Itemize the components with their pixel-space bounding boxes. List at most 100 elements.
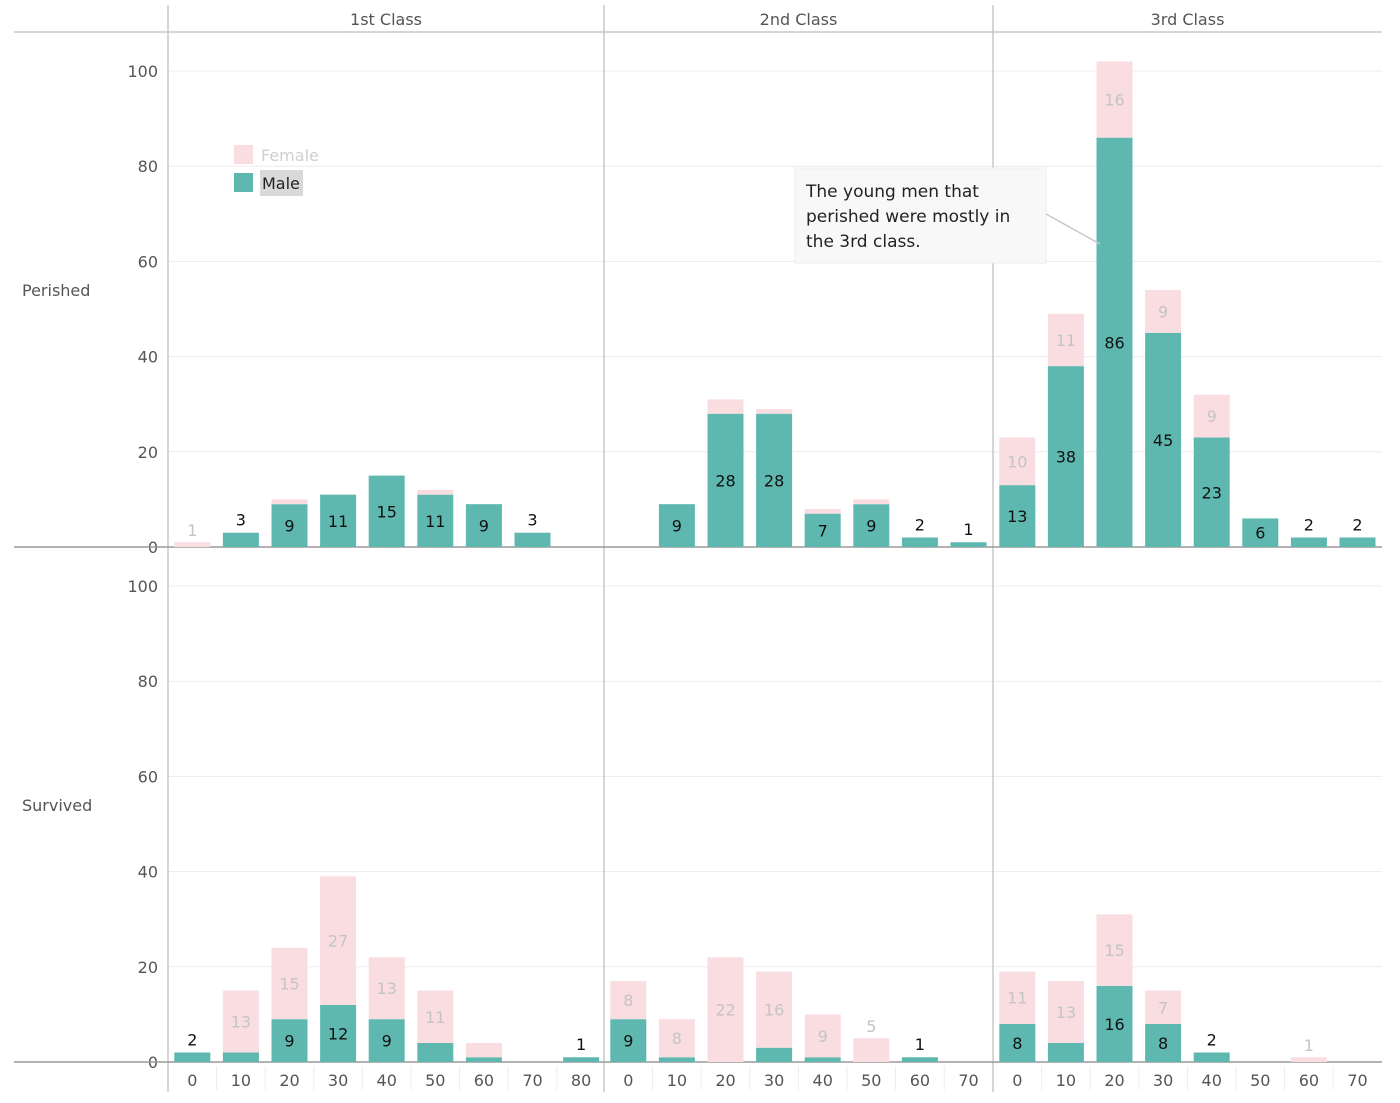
data-label-female: 11	[425, 1008, 445, 1027]
data-label-female: 22	[715, 1001, 735, 1020]
bar-female	[756, 408, 793, 414]
data-label-male: 9	[479, 517, 489, 536]
bar-male	[756, 413, 793, 547]
legend: Female Male	[234, 145, 319, 196]
data-label-female: 13	[231, 1013, 251, 1032]
bar-male	[368, 1019, 405, 1062]
x-tick-label: 70	[522, 1071, 542, 1090]
y-tick-label: 80	[138, 672, 158, 691]
data-label-female: 16	[1104, 91, 1124, 110]
x-tick-label: 70	[958, 1071, 978, 1090]
data-label-female: 9	[818, 1027, 828, 1046]
data-label-male: 23	[1202, 483, 1222, 502]
data-label-male: 8	[1012, 1034, 1022, 1053]
data-label-male: 6	[1255, 524, 1265, 543]
bar-male	[222, 532, 259, 547]
data-label-male: 1	[576, 1035, 586, 1054]
bar-female	[1047, 313, 1084, 367]
bar-male	[465, 504, 502, 547]
data-label-male: 45	[1153, 431, 1173, 450]
bar-male	[320, 1004, 357, 1062]
x-tick-label: 40	[377, 1071, 397, 1090]
x-tick-label: 20	[279, 1071, 299, 1090]
bar-male	[804, 513, 841, 547]
y-tick-label: 60	[138, 767, 158, 786]
bar-male	[1339, 537, 1376, 547]
data-label-male: 2	[915, 515, 925, 534]
annotation-pointer	[1045, 213, 1101, 245]
bar-female	[222, 990, 259, 1053]
x-tick-label: 0	[187, 1071, 197, 1090]
x-tick-label: 60	[474, 1071, 494, 1090]
data-label-male: 9	[284, 517, 294, 536]
data-label-female: 11	[1056, 331, 1076, 350]
data-label-female: 8	[623, 991, 633, 1010]
data-label-female: 9	[1207, 407, 1217, 426]
bar-female	[174, 542, 211, 547]
y-tick-label: 20	[138, 958, 158, 977]
data-label-female: 9	[1158, 302, 1168, 321]
bar-male	[901, 537, 938, 547]
legend-highlight	[260, 170, 303, 196]
bar-male	[222, 1052, 259, 1062]
data-label-male: 86	[1104, 333, 1124, 352]
x-tick-label: 10	[667, 1071, 687, 1090]
data-label-female: 10	[1007, 452, 1027, 471]
legend-label-male: Male	[262, 174, 300, 193]
bar-male	[1096, 137, 1133, 547]
bar-male	[417, 494, 454, 547]
data-label-female: 13	[377, 979, 397, 998]
bar-female	[756, 971, 793, 1048]
bar-male	[563, 1057, 600, 1062]
bar-female	[320, 876, 357, 1005]
column-header: 3rd Class	[1151, 10, 1225, 29]
bar-male	[853, 504, 890, 547]
data-label-female: 1	[187, 521, 197, 540]
legend-swatch-female	[234, 145, 253, 164]
y-tick-label: 40	[138, 348, 158, 367]
data-label-female: 5	[866, 1017, 876, 1036]
bar-male	[1290, 537, 1327, 547]
data-label-male: 9	[623, 1032, 633, 1051]
x-tick-label: 10	[1056, 1071, 1076, 1090]
bar-female	[1145, 289, 1182, 333]
row-label: Perished	[22, 281, 90, 300]
bar-male	[610, 1019, 647, 1062]
row-label: Survived	[22, 796, 92, 815]
data-label-male: 9	[382, 1032, 392, 1051]
y-tick-label: 40	[138, 863, 158, 882]
bar-male	[999, 1023, 1036, 1062]
y-tick-label: 100	[127, 577, 158, 596]
bar-male	[1193, 437, 1230, 547]
bar-female	[707, 399, 744, 414]
bar-female	[610, 981, 647, 1020]
bar-male	[1145, 1023, 1182, 1062]
data-label-male: 2	[187, 1030, 197, 1049]
x-tick-label: 30	[764, 1071, 784, 1090]
data-label-male: 16	[1104, 1015, 1124, 1034]
bar-female	[707, 957, 744, 1062]
data-label-male: 11	[328, 512, 348, 531]
bar-female	[417, 990, 454, 1043]
data-label-male: 15	[377, 502, 397, 521]
data-label-male: 13	[1007, 507, 1027, 526]
bar-female	[999, 437, 1036, 486]
bar-male	[271, 1019, 308, 1062]
bar-male	[950, 542, 987, 547]
bar-female	[1096, 61, 1133, 138]
bar-female	[1193, 394, 1230, 438]
bar-female	[804, 1014, 841, 1058]
bar-male	[1047, 366, 1084, 547]
data-label-female: 27	[328, 932, 348, 951]
x-tick-label: 80	[571, 1071, 591, 1090]
y-tick-label: 80	[138, 157, 158, 176]
bar-female	[853, 1038, 890, 1062]
bar-male	[1096, 985, 1133, 1062]
bar-female	[1047, 981, 1084, 1043]
bar-male	[901, 1057, 938, 1062]
annotation-text-line: The young men that	[805, 182, 979, 202]
bar-male	[320, 494, 357, 547]
bar-female	[853, 499, 890, 505]
